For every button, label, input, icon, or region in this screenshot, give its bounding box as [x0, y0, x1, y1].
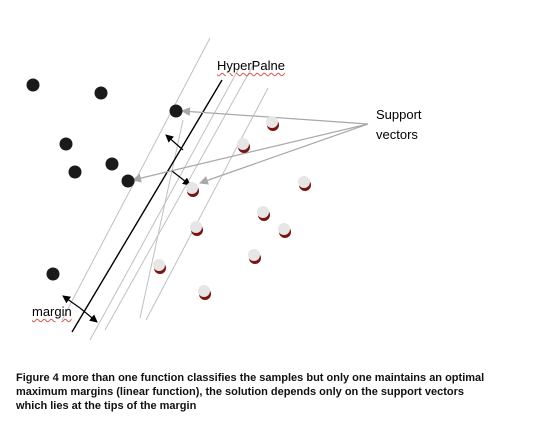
light-point support-vector [186, 182, 199, 197]
dark-class-points [26, 78, 183, 281]
margin-label: margin [32, 304, 72, 319]
support-vectors-label: Support vectors [376, 105, 456, 145]
dark-point [26, 78, 40, 92]
margin-arrows [62, 134, 191, 323]
light-point [248, 249, 261, 264]
dark-point [68, 165, 82, 179]
support-arrow [132, 123, 369, 183]
dark-point support-vector [169, 104, 183, 118]
dark-point [94, 86, 108, 100]
light-class-points [153, 116, 311, 300]
candidate-line [145, 87, 269, 321]
dark-point [46, 267, 60, 281]
candidate-lines [61, 37, 269, 341]
candidate-line [89, 69, 239, 341]
support-arrow [199, 123, 369, 185]
margin-arrow [79, 307, 98, 323]
dark-point [105, 157, 119, 171]
light-point [198, 285, 211, 300]
figure-caption: Figure 4 more than one function classifi… [16, 372, 485, 412]
light-point [153, 259, 166, 274]
light-point [278, 223, 291, 238]
support-label-line1: Support [376, 107, 422, 122]
margin-arrow [165, 134, 184, 151]
candidate-line [104, 61, 256, 331]
margin-arrow [62, 295, 81, 309]
dark-point [59, 137, 73, 151]
candidate-line [139, 119, 184, 319]
hyperplane-line [71, 79, 223, 333]
light-point [190, 221, 203, 236]
light-point [237, 138, 250, 153]
support-label-line2: vectors [376, 127, 418, 142]
margin-arrow [171, 170, 191, 186]
dark-point support-vector [121, 174, 135, 188]
light-point [298, 176, 311, 191]
hyperplane-label: HyperPalne [217, 58, 285, 73]
light-point [257, 206, 270, 221]
light-point [266, 116, 279, 131]
